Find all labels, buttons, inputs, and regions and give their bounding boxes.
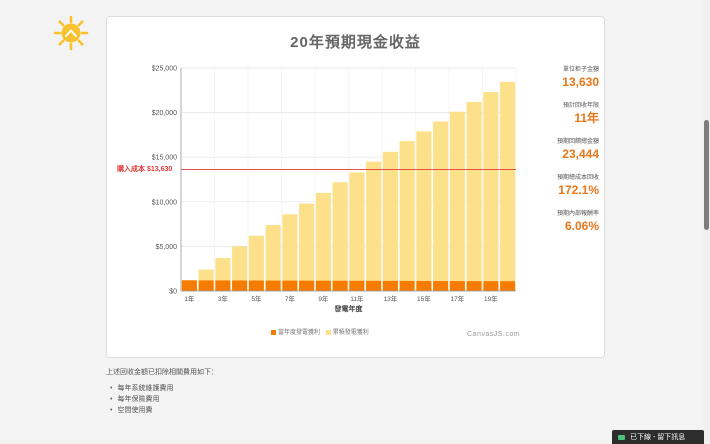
bar-cumulative-9 <box>315 192 331 291</box>
bar-cumulative-14 <box>399 141 415 291</box>
y-tick-label: $10,000 <box>152 199 177 206</box>
stat-irr: 預期內部報酬率 6.06% <box>529 209 599 245</box>
x-tick-label: 11年 <box>350 294 364 303</box>
stat-value: 172.1% <box>558 183 599 197</box>
bar-annual-14 <box>399 280 415 291</box>
bar-annual-9 <box>315 280 331 291</box>
y-tick-label: $20,000 <box>152 110 177 117</box>
bar-cumulative-20 <box>500 81 516 291</box>
bar-cumulative-19 <box>483 92 499 291</box>
cash-flow-chart: $0 $5,000 $10,000 $15,000 $20,000 $25,000 1年 3年… <box>152 66 517 313</box>
bar-annual-20 <box>500 281 516 291</box>
x-tick-label: 17年 <box>451 294 465 303</box>
stat-unit-amount: 單位柜子金額 13,630 <box>529 65 599 101</box>
stat-value: 13,630 <box>562 75 599 89</box>
x-axis-title: 發電年度 <box>334 304 364 313</box>
bar-cumulative-5 <box>248 235 264 291</box>
stat-label: 單位柜子金額 <box>562 67 599 73</box>
bar-cumulative-6 <box>265 224 281 291</box>
bar-cumulative-12 <box>366 161 382 291</box>
chart-credit-link[interactable]: CanvasJS.com <box>467 331 521 338</box>
stat-value: 23,444 <box>562 147 599 161</box>
fee-note: 上述回收金額已扣除相關費用如下： <box>106 369 218 376</box>
bar-annual-13 <box>382 280 398 291</box>
bar-cumulative-11 <box>349 172 365 291</box>
purchase-cost-label: 購入成本 $13,630 <box>117 166 173 174</box>
bar-cumulative-17 <box>449 111 465 291</box>
y-tick-label: $5,000 <box>156 244 178 251</box>
bar-cumulative-15 <box>416 131 432 291</box>
sun-logo-icon <box>53 15 89 51</box>
stat-label: 預期總成本回收 <box>556 175 599 181</box>
x-tick-label: 15年 <box>417 294 431 303</box>
legend-entry-annual: 當年度發電獲利 <box>278 330 321 336</box>
chart-title: 20年預期現金收益 <box>290 34 421 51</box>
bar-annual-18 <box>466 281 482 291</box>
y-tick-label: $15,000 <box>152 155 177 162</box>
bar-annual-16 <box>433 281 449 291</box>
legend-entry-cumulative: 累積發電獲利 <box>332 330 369 336</box>
bar-annual-10 <box>332 280 348 291</box>
page-scrollbar[interactable] <box>703 0 710 444</box>
stat-label: 預期內部報酬率 <box>556 211 599 217</box>
stat-cost-recovery: 預期總成本回收 172.1% <box>529 173 599 209</box>
bar-cumulative-8 <box>299 203 315 291</box>
chart-card: 20年預期現金收益 $0 $5,000 $10,000 $15,000 $20,000 $… <box>106 16 605 358</box>
chart-legend: 當年度發電獲利 累積發電獲利 <box>267 327 369 336</box>
y-tick-label: $25,000 <box>152 66 177 73</box>
bar-annual-1 <box>181 280 197 291</box>
bar-annual-19 <box>483 281 499 291</box>
bar-annual-12 <box>366 280 382 291</box>
bar-cumulative-13 <box>382 151 398 291</box>
list-item: 每年系統維護費用 <box>110 383 173 394</box>
legend-swatch-annual <box>271 329 276 335</box>
bar-cumulative-16 <box>433 121 449 292</box>
x-tick-label: 13年 <box>384 294 398 303</box>
bar-annual-3 <box>215 280 231 291</box>
fee-list: 每年系統維護費用 每年保險費用 空間使用費 <box>110 383 173 416</box>
y-tick-label: $0 <box>169 289 177 296</box>
message-icon <box>618 434 625 440</box>
bar-annual-7 <box>282 280 298 291</box>
bar-annual-17 <box>449 281 465 291</box>
x-tick-label: 7年 <box>285 294 296 303</box>
stat-value: 6.06% <box>564 219 599 233</box>
bar-annual-4 <box>232 280 248 291</box>
bar-annual-2 <box>198 280 214 291</box>
x-tick-label: 1年 <box>184 294 195 303</box>
leave-message-button[interactable]: 已下線 - 留下訊息 <box>612 430 704 444</box>
bar-cumulative-7 <box>282 214 298 291</box>
bar-cumulative-4 <box>232 246 248 291</box>
legend-swatch-cumulative <box>325 329 331 335</box>
bar-cumulative-18 <box>466 101 482 292</box>
stat-total-return: 預期回饋總金額 23,444 <box>529 137 599 173</box>
x-tick-label: 3年 <box>218 294 229 303</box>
stat-value: 11年 <box>574 111 599 125</box>
x-tick-label: 19年 <box>484 294 498 303</box>
x-tick-label: 5年 <box>251 294 262 303</box>
bar-annual-8 <box>299 280 315 291</box>
x-tick-label: 9年 <box>318 294 329 303</box>
scrollbar-thumb[interactable] <box>704 120 709 230</box>
list-item: 每年保險費用 <box>110 394 173 405</box>
stat-label: 預計回收年限 <box>562 103 599 109</box>
stat-label: 預期回饋總金額 <box>556 139 599 145</box>
list-item: 空間使用費 <box>110 405 173 416</box>
bar-annual-6 <box>265 280 281 291</box>
bar-annual-5 <box>248 280 264 291</box>
bar-annual-15 <box>416 280 432 291</box>
bar-cumulative-10 <box>332 182 348 291</box>
bar-annual-11 <box>349 280 365 291</box>
stats-panel: 單位柜子金額 13,630 預計回收年限 11年 預期回饋總金額 23,444 … <box>529 65 599 245</box>
stat-payback-years: 預計回收年限 11年 <box>529 101 599 137</box>
leave-message-label: 已下線 - 留下訊息 <box>630 434 686 441</box>
